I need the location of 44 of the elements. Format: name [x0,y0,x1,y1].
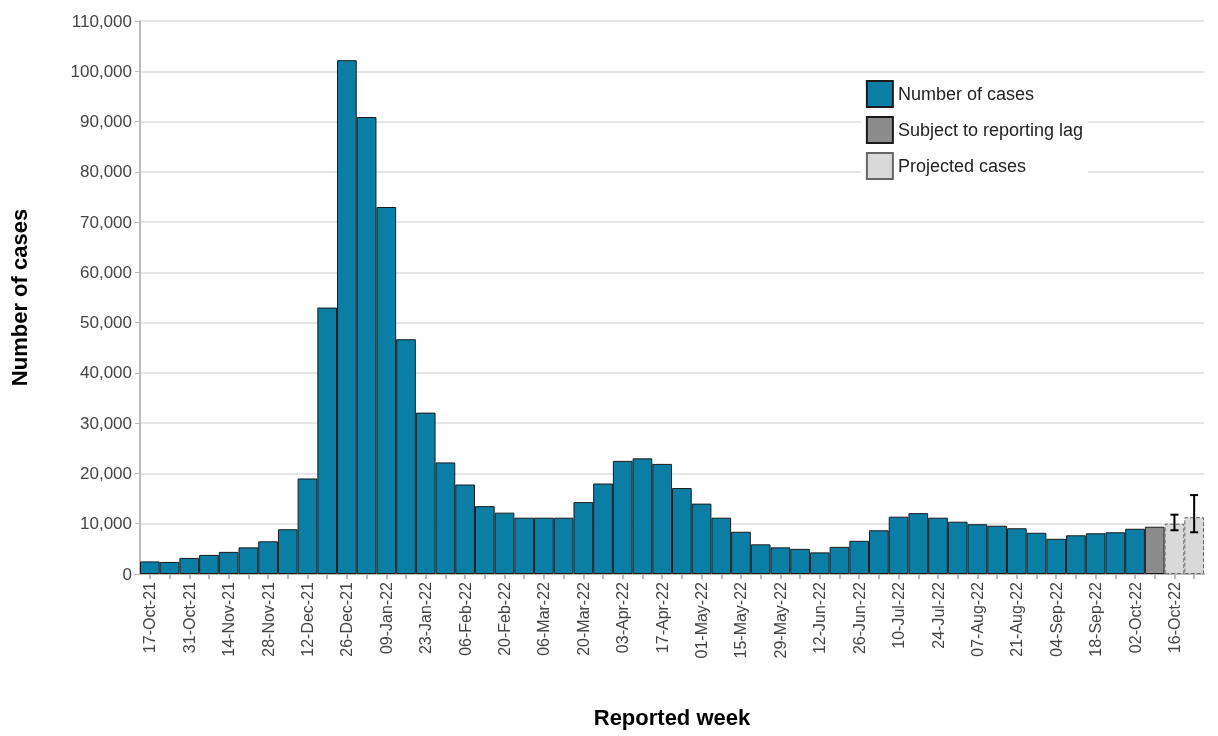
x-tick-label: 12-Dec-21 [298,581,316,657]
x-tick-label: 23-Jan-22 [417,581,435,655]
x-tick-label: 14-Nov-21 [220,581,238,657]
x-tick-label: 02-Oct-22 [1126,581,1144,654]
x-tick-label: 06-Feb-22 [456,581,474,656]
y-tick-label: 30,000 [80,413,132,433]
x-tick-label: 20-Mar-22 [574,581,592,656]
x-tick-label: 12-Jun-22 [811,581,829,655]
x-tick-label: 18-Sep-22 [1087,581,1105,657]
y-tick-label: 40,000 [80,363,132,383]
legend-label: Number of cases [897,84,1034,104]
x-tick-label: 17-Oct-21 [141,581,159,654]
x-tick-label: 28-Nov-21 [259,581,277,657]
x-tick-label: 24-Jul-22 [929,581,947,649]
x-axis-title: Reported week [593,704,752,730]
x-tick-label: 03-Apr-22 [614,581,632,654]
x-tick-label: 06-Mar-22 [535,581,553,656]
y-tick-label: 20,000 [80,463,132,483]
y-tick-label: 80,000 [80,162,132,182]
legend-label: Projected cases [897,156,1026,176]
y-tick-label: 60,000 [80,262,132,282]
x-tick-label: 01-May-22 [693,581,711,659]
x-tick-label: 17-Apr-22 [653,581,671,654]
y-axis-title: Number of cases [6,208,32,387]
x-tick-label: 16-Oct-22 [1165,581,1183,654]
x-tick-label: 31-Oct-21 [180,581,198,654]
x-tick-label: 10-Jul-22 [890,581,908,649]
x-tick-label: 04-Sep-22 [1047,581,1065,657]
y-tick-label: 70,000 [80,212,132,232]
x-tick-label: 15-May-22 [732,581,750,659]
x-tick-label: 07-Aug-22 [968,581,986,657]
x-tick-label: 09-Jan-22 [377,581,395,655]
y-tick-label: 0 [122,564,132,584]
x-tick-label: 21-Aug-22 [1008,581,1026,657]
y-tick-label: 10,000 [80,514,132,534]
y-tick-label: 100,000 [70,61,132,81]
y-tick-label: 90,000 [80,112,132,132]
legend-label: Subject to reporting lag [897,120,1084,140]
y-tick-label: 50,000 [80,313,132,333]
x-tick-label: 29-May-22 [771,581,789,659]
x-tick-label: 20-Feb-22 [496,581,514,656]
y-tick-label: 110,000 [71,11,132,31]
x-tick-label: 26-Dec-21 [338,581,356,657]
x-tick-label: 26-Jun-22 [850,581,868,655]
